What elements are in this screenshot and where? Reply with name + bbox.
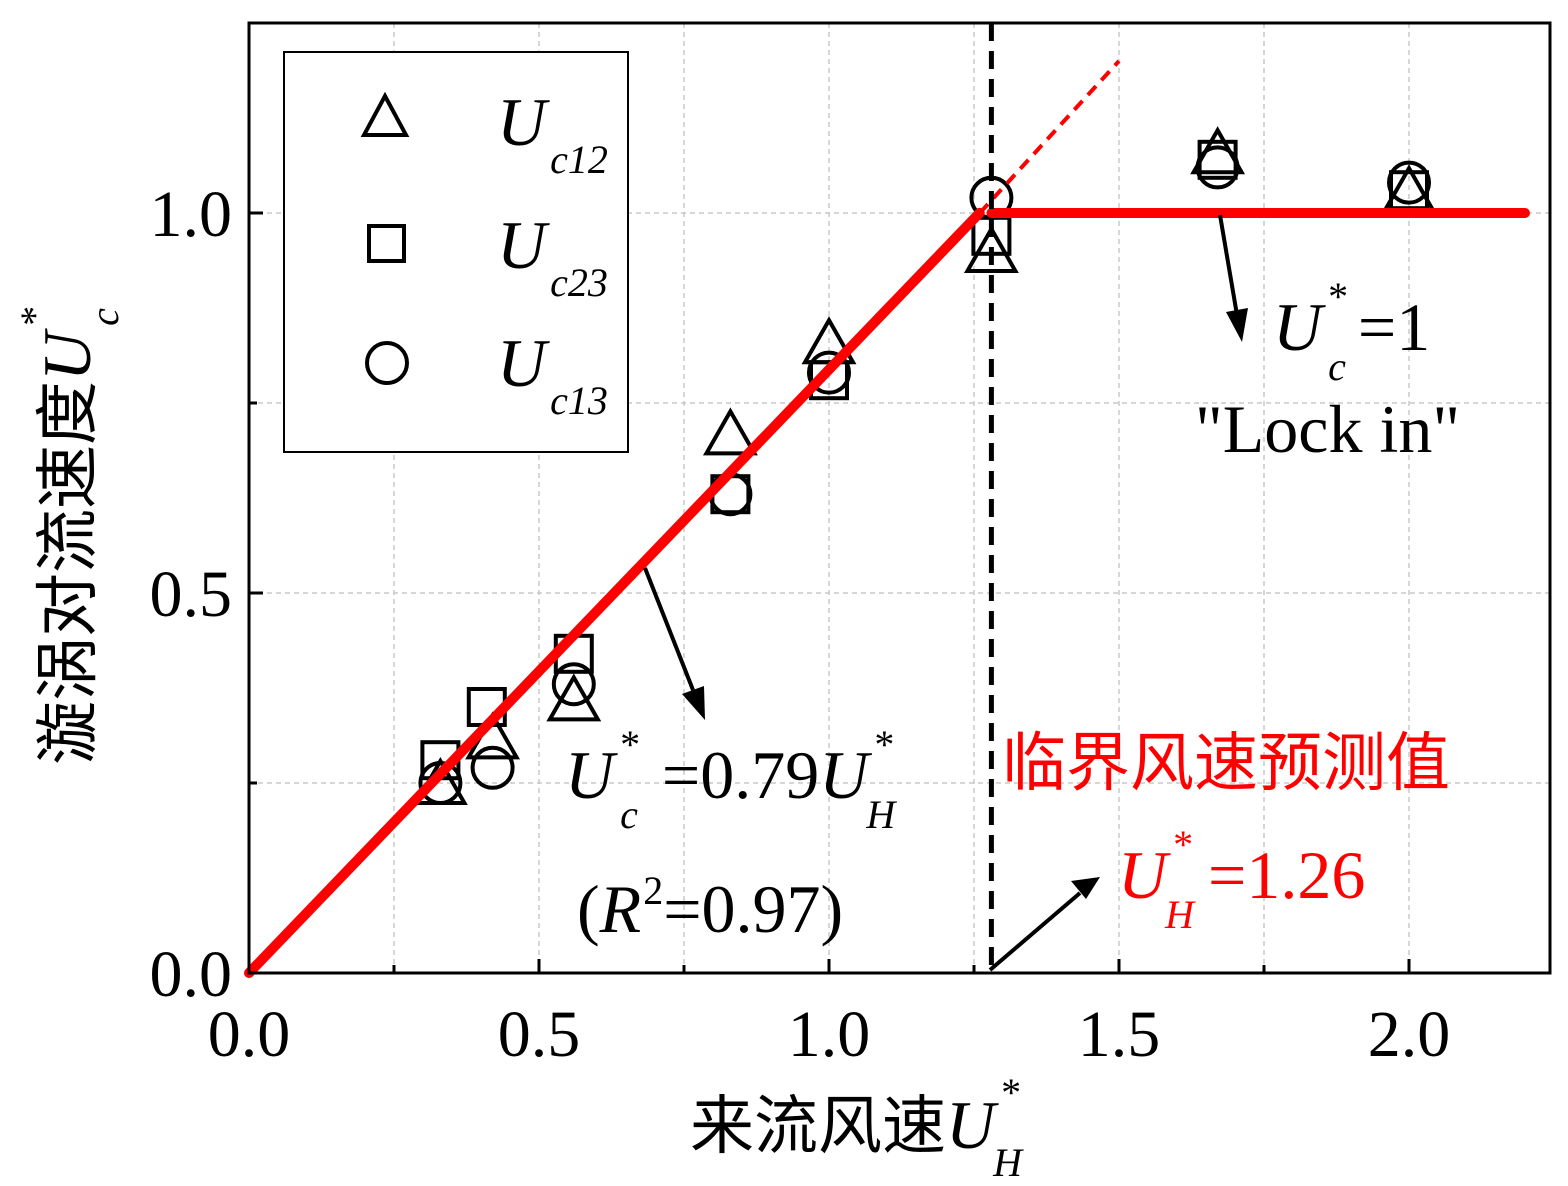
critical-arrow (988, 891, 1082, 972)
plot-frame (247, 21, 1552, 975)
circle-point (1387, 160, 1431, 205)
circle-point (418, 761, 463, 805)
r-squared: (R2=0.97) (577, 868, 843, 947)
y-tick-label: 0.0 (150, 938, 233, 1011)
y-tick-label: 0.5 (150, 558, 233, 631)
fit-extension-line (978, 59, 1121, 215)
lock-equation: U * c=1 (1273, 274, 1430, 389)
legend-marker-triangle (360, 91, 410, 137)
circle-point (1195, 145, 1240, 190)
x-tick-label: 2.0 (1368, 998, 1451, 1071)
y-axis-label: 漩涡对流速度U* c (12, 306, 127, 765)
x-tick-label: 1.0 (788, 998, 871, 1071)
circle-point (551, 662, 596, 707)
ticks-layer: 0.0 0.5 1.0 1.5 2.0 0.0 0.5 1.0 (150, 178, 1451, 1071)
y-tick-label: 1.0 (150, 178, 233, 251)
legend-marker-square (367, 224, 406, 263)
critical-arrow-head (1071, 877, 1100, 899)
fit-arrow (643, 567, 695, 691)
lock-arrow-head (1226, 308, 1248, 342)
x-tick-label: 0.0 (208, 998, 291, 1071)
legend-box (283, 51, 629, 453)
triangle-point (702, 407, 758, 456)
fit-line (244, 207, 985, 978)
x-tick-label: 1.5 (1078, 998, 1161, 1071)
lock-arrow (1218, 214, 1239, 316)
annotation-arrows (643, 214, 1248, 972)
legend-marker-circle (365, 341, 409, 385)
critical-equation: U * H=1.26 (1118, 822, 1365, 937)
fit-equation: U * c=0.79U * H (565, 722, 897, 837)
circle-point (807, 350, 851, 395)
triangle-point (963, 224, 1019, 273)
circle-point (470, 745, 515, 790)
x-axis-label: 来流风速U * H (690, 1070, 1024, 1181)
x-tick-label: 0.5 (498, 998, 581, 1071)
fit-arrow-head (682, 686, 705, 720)
lock-in-text: "Lock in" (1195, 391, 1460, 467)
critical-title: 临界风速预测值 (1002, 728, 1450, 799)
lines-layer (244, 23, 1530, 978)
